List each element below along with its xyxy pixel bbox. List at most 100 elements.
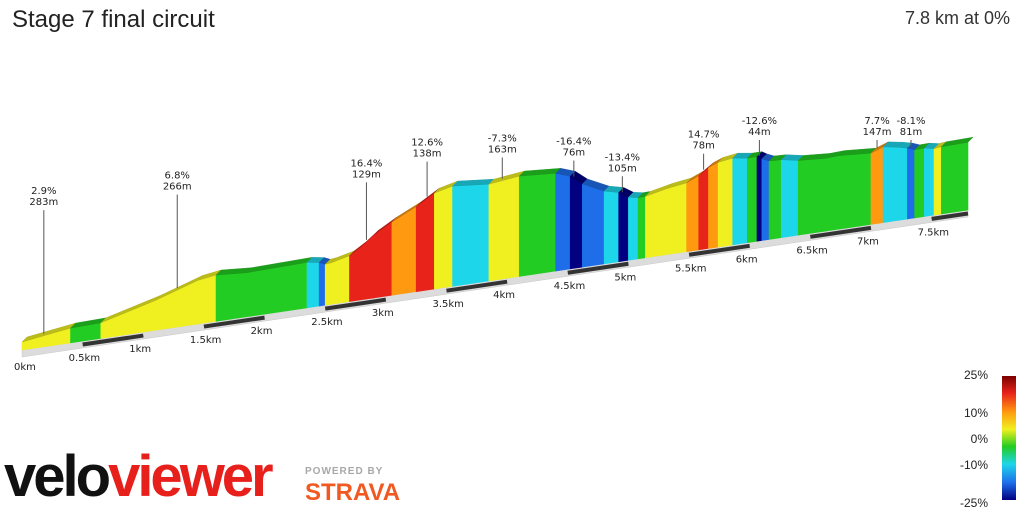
gradient-legend-bar — [1002, 376, 1016, 500]
km-tick-label: 0.5km — [69, 353, 100, 364]
annotation-grade: -7.3% — [488, 134, 517, 145]
annotation-grade: 12.6% — [411, 138, 443, 149]
annotation-grade: -13.4% — [605, 152, 640, 163]
profile-segment — [569, 175, 583, 270]
profile-segment — [897, 146, 908, 221]
annotation-grade: 14.7% — [688, 130, 720, 141]
annotation-length: 76m — [563, 148, 585, 159]
profile-segment — [708, 161, 719, 249]
legend-label-0: 0% — [970, 432, 988, 446]
annotation-grade: -12.6% — [742, 116, 777, 127]
annotation-length: 78m — [692, 141, 714, 152]
profile-segments — [21, 141, 969, 351]
profile-segment — [518, 172, 556, 277]
profile-segment — [746, 156, 758, 244]
km-tick-label: 6.5km — [796, 245, 827, 256]
km-tick-label: 4km — [493, 290, 515, 301]
profile-top-faces — [21, 136, 974, 343]
km-tick-label: 2km — [251, 326, 273, 337]
profile-segment — [914, 147, 925, 219]
km-tick-label: 7km — [857, 236, 879, 247]
km-tick-label: 6km — [736, 254, 758, 265]
profile-segment — [717, 157, 734, 248]
annotation-grade: 6.8% — [165, 171, 190, 182]
legend-label-10: 10% — [963, 406, 988, 420]
powered-by-strava[interactable]: POWERED BY STRAVA — [305, 466, 400, 507]
km-tick-label: 4.5km — [554, 281, 585, 292]
logo-text-velo: velo — [4, 444, 111, 509]
profile-segment-top — [940, 136, 974, 148]
profile-segment — [756, 156, 763, 242]
profile-segment — [306, 262, 320, 309]
km-band — [567, 261, 629, 275]
annotation-grade: 2.9% — [31, 186, 56, 197]
profile-segment — [197, 274, 217, 325]
profile-segment — [603, 190, 620, 265]
km-band — [324, 297, 387, 311]
annotation-length: 81m — [900, 127, 922, 138]
profile-segment — [686, 175, 700, 252]
profile-segment — [434, 185, 453, 290]
annotation-length: 163m — [488, 145, 517, 156]
profile-segment — [415, 192, 435, 293]
profile-segment — [780, 159, 799, 238]
route-summary: 7.8 km at 0% — [904, 8, 1010, 28]
profile-segment — [391, 206, 417, 296]
profile-segment — [618, 191, 629, 263]
profile-segment — [582, 183, 605, 268]
annotation-grade: -16.4% — [556, 137, 591, 148]
profile-segment — [452, 183, 490, 287]
km-band — [931, 211, 969, 221]
km-tick-label: 5.5km — [675, 263, 706, 274]
km-tick-label: 2.5km — [311, 317, 342, 328]
legend-label-max: 25% — [963, 368, 988, 382]
km-tick-label: 3.5km — [432, 299, 463, 310]
km-tick-label: 5km — [614, 272, 636, 283]
km-band — [810, 225, 872, 239]
profile-segment — [645, 188, 668, 259]
annotation-length: 147m — [863, 127, 892, 138]
profile-segment — [797, 158, 826, 236]
logo-text-viewer: viewer — [108, 444, 274, 509]
km-tick-label: 1.5km — [190, 335, 221, 346]
powered-by-label: POWERED BY — [305, 466, 384, 477]
km-tick-label: 0km — [14, 362, 36, 373]
profile-segment — [761, 158, 770, 241]
profile-segment — [870, 146, 884, 225]
profile-segment — [924, 147, 935, 217]
legend-label-minus-10: -10% — [959, 458, 988, 472]
km-tick-label: 7.5km — [918, 227, 949, 238]
veloviewer-logo[interactable]: veloviewer — [4, 448, 274, 506]
profile-segment — [488, 175, 520, 282]
annotation-length: 283m — [29, 197, 58, 208]
km-band — [203, 315, 265, 329]
profile-segment — [839, 152, 872, 230]
profile-segment — [324, 262, 332, 306]
profile-segment — [907, 147, 915, 220]
km-band — [82, 333, 144, 347]
km-band — [688, 243, 750, 257]
profile-segment — [318, 262, 326, 307]
profile-segment — [933, 146, 942, 216]
profile-segment — [698, 166, 709, 251]
annotation-grade: -8.1% — [896, 116, 925, 127]
profile-segment — [215, 272, 247, 322]
profile-segment — [628, 196, 639, 261]
profile-segment — [666, 182, 687, 255]
legend-label-min: -25% — [959, 496, 988, 510]
profile-segment — [941, 141, 969, 215]
annotation-grade: 7.7% — [864, 116, 889, 127]
annotation-length: 266m — [163, 182, 192, 193]
profile-segment — [824, 155, 840, 232]
profile-segment — [732, 157, 748, 246]
annotation-grade: 16.4% — [351, 158, 383, 169]
gradient-legend: 25% 10% 0% -10% -25% — [960, 366, 1024, 512]
page-title: Stage 7 final circuit — [12, 6, 215, 33]
profile-segment — [768, 159, 782, 240]
annotation-length: 138m — [413, 149, 442, 160]
annotation-length: 44m — [748, 127, 770, 138]
profile-segment — [637, 196, 646, 260]
profile-segment — [349, 245, 362, 302]
km-band — [446, 279, 508, 293]
